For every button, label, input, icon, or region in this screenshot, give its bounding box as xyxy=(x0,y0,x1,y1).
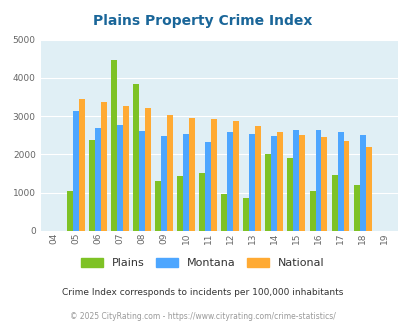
Bar xyxy=(249,134,255,231)
Bar xyxy=(67,191,73,231)
Bar xyxy=(117,125,123,231)
Text: Plains Property Crime Index: Plains Property Crime Index xyxy=(93,15,312,28)
Bar xyxy=(298,135,305,231)
Bar xyxy=(227,132,232,231)
Text: Crime Index corresponds to incidents per 100,000 inhabitants: Crime Index corresponds to incidents per… xyxy=(62,287,343,297)
Bar xyxy=(111,60,117,231)
Bar xyxy=(177,176,183,231)
Bar xyxy=(364,147,371,231)
Bar xyxy=(89,140,95,231)
Bar xyxy=(293,130,298,231)
Bar xyxy=(189,118,195,231)
Bar xyxy=(221,194,227,231)
Bar xyxy=(359,135,364,231)
Bar xyxy=(277,132,283,231)
Bar xyxy=(101,102,107,231)
Bar xyxy=(321,137,326,231)
Bar xyxy=(161,136,167,231)
Bar xyxy=(211,119,217,231)
Bar xyxy=(232,121,239,231)
Bar xyxy=(145,108,151,231)
Bar xyxy=(123,106,129,231)
Bar xyxy=(271,136,277,231)
Bar xyxy=(315,130,321,231)
Bar xyxy=(199,173,205,231)
Bar xyxy=(95,128,101,231)
Legend: Plains, Montana, National: Plains, Montana, National xyxy=(77,253,328,273)
Bar xyxy=(243,198,249,231)
Bar xyxy=(337,132,343,231)
Bar xyxy=(287,158,293,231)
Bar xyxy=(155,181,161,231)
Bar xyxy=(73,111,79,231)
Bar xyxy=(139,131,145,231)
Bar xyxy=(133,84,139,231)
Bar xyxy=(353,185,359,231)
Bar xyxy=(167,115,173,231)
Bar xyxy=(343,141,349,231)
Bar xyxy=(183,134,189,231)
Text: © 2025 CityRating.com - https://www.cityrating.com/crime-statistics/: © 2025 CityRating.com - https://www.city… xyxy=(70,312,335,321)
Bar xyxy=(79,99,85,231)
Bar xyxy=(309,191,315,231)
Bar xyxy=(255,126,260,231)
Bar xyxy=(265,154,271,231)
Bar xyxy=(205,142,211,231)
Bar xyxy=(331,175,337,231)
